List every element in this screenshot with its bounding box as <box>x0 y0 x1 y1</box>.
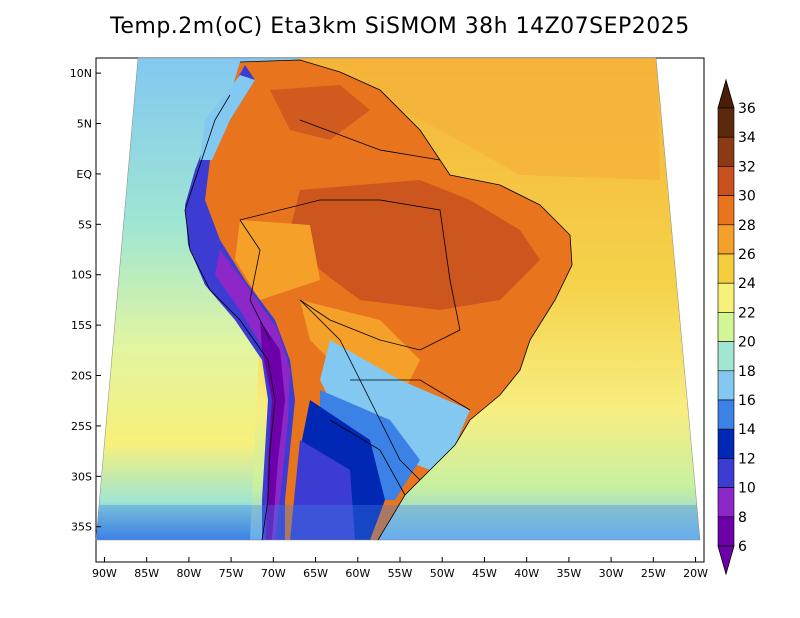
lon-tick-label: 25W <box>641 567 666 580</box>
colorbar-label: 26 <box>738 247 756 263</box>
lat-tick-label: 25S <box>71 420 92 433</box>
southeast-cool-field <box>320 340 470 470</box>
pacific-ocean-field <box>96 58 300 540</box>
lon-tick-label: 85W <box>134 567 159 580</box>
colorbar: 36 34 32 30 28 26 24 22 20 18 16 14 12 10 8 6 <box>717 78 756 576</box>
lat-tick-label: 5S <box>78 218 92 231</box>
map-title: Temp.2m(oC) Eta3km SiSMOM 38h 14Z07SEP20… <box>110 14 690 39</box>
southern-coast-band <box>96 505 700 540</box>
colorbar-label: 20 <box>738 335 756 351</box>
colorbar-swatch <box>717 399 735 430</box>
western-amazon-field <box>235 220 320 300</box>
colorbar-swatch <box>717 282 735 313</box>
lon-tick-label: 80W <box>176 567 201 580</box>
longitude-axis: 90W 85W 80W 75W 70W 65W 60W 55W 50W 45W 40W 35W 30W 2… <box>92 557 708 580</box>
lat-tick-label: 30S <box>71 470 92 483</box>
colorbar-label: 14 <box>738 422 756 438</box>
andes-peak-strip <box>260 320 285 540</box>
amazon-hot-core <box>290 180 540 310</box>
lon-tick-label: 55W <box>388 567 413 580</box>
colorbar-label: 34 <box>738 130 756 146</box>
colorbar-swatch <box>717 136 735 167</box>
domain-outline <box>95 57 701 541</box>
colorbar-label: 16 <box>738 393 756 409</box>
colorbar-swatch <box>717 341 735 372</box>
temperature-field <box>96 58 700 540</box>
lon-tick-label: 90W <box>92 567 117 580</box>
colorbar-label: 24 <box>738 276 756 292</box>
lon-tick-label: 30W <box>599 567 624 580</box>
colorbar-label: 18 <box>738 364 756 380</box>
colorbar-label: 32 <box>738 159 756 175</box>
lon-tick-label: 40W <box>514 567 539 580</box>
lat-tick-label: 20S <box>71 370 92 383</box>
colorbar-swatch <box>717 312 735 342</box>
colorbar-swatch <box>717 487 735 518</box>
colorbar-swatch <box>717 253 735 284</box>
colorbar-label: 12 <box>738 451 756 467</box>
colorbar-label: 36 <box>738 101 756 117</box>
lon-tick-label: 75W <box>219 567 244 580</box>
lon-tick-label: 45W <box>472 567 497 580</box>
colorbar-swatch <box>717 107 735 138</box>
northern-andes-field <box>200 75 255 160</box>
lat-tick-label: 10S <box>71 269 92 282</box>
southern-cold-field <box>290 440 355 540</box>
colorbar-label: 10 <box>738 481 756 497</box>
lat-tick-label: 15S <box>71 319 92 332</box>
atlantic-warm-band <box>350 58 660 180</box>
colorbar-label: 8 <box>738 510 747 526</box>
northern-hot-area <box>270 85 370 140</box>
country-borders <box>184 59 573 541</box>
colorbar-swatch <box>717 516 735 547</box>
lat-tick-label: 10N <box>70 67 92 80</box>
colorbar-swatch <box>717 458 735 488</box>
colorbar-swatch <box>717 166 735 196</box>
colorbar-label: 6 <box>738 539 747 555</box>
lon-tick-label: 50W <box>430 567 455 580</box>
colorbar-label: 28 <box>738 218 756 234</box>
colorbar-bottom-arrow <box>717 545 735 576</box>
lon-tick-label: 35W <box>556 567 581 580</box>
colorbar-label: 30 <box>738 189 756 205</box>
lon-tick-label: 70W <box>261 567 286 580</box>
colorbar-swatch <box>717 428 735 459</box>
colorbar-swatch <box>717 224 735 255</box>
lon-tick-label: 20W <box>683 567 708 580</box>
colorbar-top-arrow <box>717 78 735 109</box>
lon-tick-label: 60W <box>345 567 370 580</box>
latitude-axis: 10N 5N EQ 5S 10S 15S 20S 25S 30S 35S <box>70 67 101 534</box>
colorbar-label: 22 <box>738 305 756 321</box>
lon-tick-label: 65W <box>303 567 328 580</box>
lat-tick-label: EQ <box>76 168 92 181</box>
lat-tick-label: 35S <box>71 521 92 534</box>
colorbar-swatch <box>717 195 735 226</box>
lat-tick-label: 5N <box>77 118 92 131</box>
colorbar-swatch <box>717 370 735 401</box>
